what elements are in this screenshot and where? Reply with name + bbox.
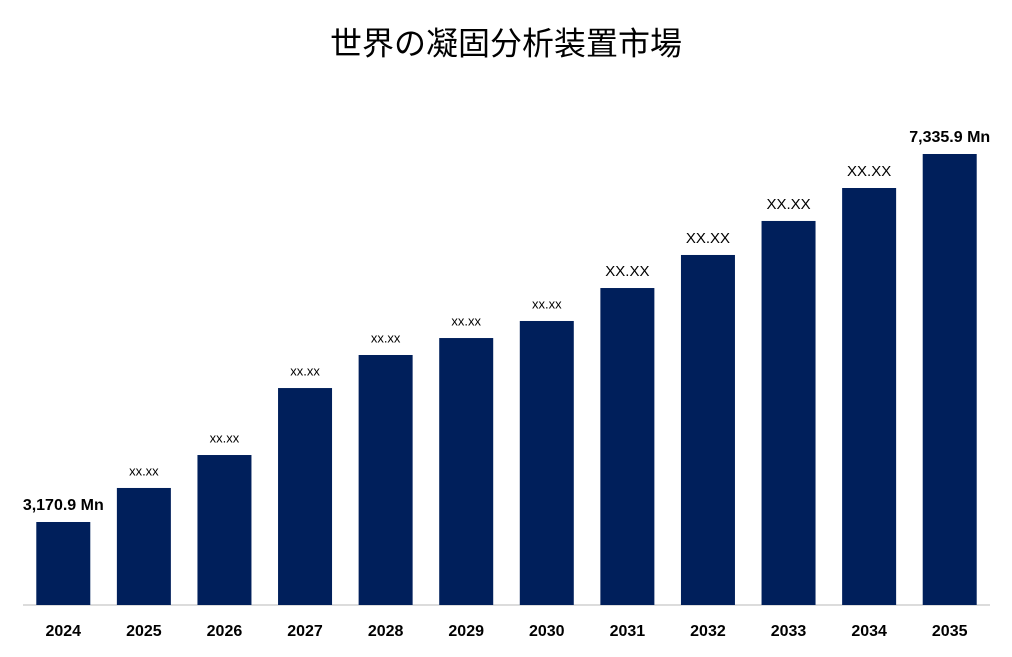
value-label: xx.xx xyxy=(129,463,159,478)
value-label: 3,170.9 Mn xyxy=(23,497,104,514)
bar xyxy=(519,320,574,605)
x-tick-label: 2024 xyxy=(45,623,81,640)
x-tick-label: 2033 xyxy=(771,623,807,640)
bar xyxy=(278,388,333,605)
bar xyxy=(197,455,252,605)
value-label: xx.xx xyxy=(210,430,240,445)
bar xyxy=(600,288,655,605)
x-tick-label: 2029 xyxy=(448,623,484,640)
x-tick-label: 2025 xyxy=(126,623,162,640)
value-label: xx.xx xyxy=(371,330,401,345)
bar xyxy=(842,188,897,605)
bar xyxy=(116,487,171,605)
x-tick-label: 2028 xyxy=(368,623,404,640)
bar xyxy=(358,354,413,605)
value-label: xx.xx xyxy=(451,313,481,328)
x-tick-label: 2032 xyxy=(690,623,726,640)
value-label: xx.xx xyxy=(290,363,320,378)
x-tick-label: 2031 xyxy=(610,623,646,640)
value-label: xx.xx xyxy=(532,296,562,311)
x-tick-label: 2035 xyxy=(932,623,968,640)
bar xyxy=(922,153,977,605)
value-label: XX.XX xyxy=(605,263,649,280)
bar xyxy=(36,521,91,605)
x-tick-label: 2030 xyxy=(529,623,565,640)
bar xyxy=(761,220,816,606)
x-tick-label: 2026 xyxy=(207,623,243,640)
chart-title: 世界の凝固分析装置市場 xyxy=(330,25,682,63)
value-label: XX.XX xyxy=(766,196,810,213)
value-label: XX.XX xyxy=(847,163,891,180)
x-tick-label: 2027 xyxy=(287,623,323,640)
bar xyxy=(680,254,735,606)
value-label: 7,335.9 Mn xyxy=(909,129,990,146)
value-label: XX.XX xyxy=(686,230,730,247)
bar xyxy=(439,338,494,605)
x-tick-label: 2034 xyxy=(851,623,887,640)
